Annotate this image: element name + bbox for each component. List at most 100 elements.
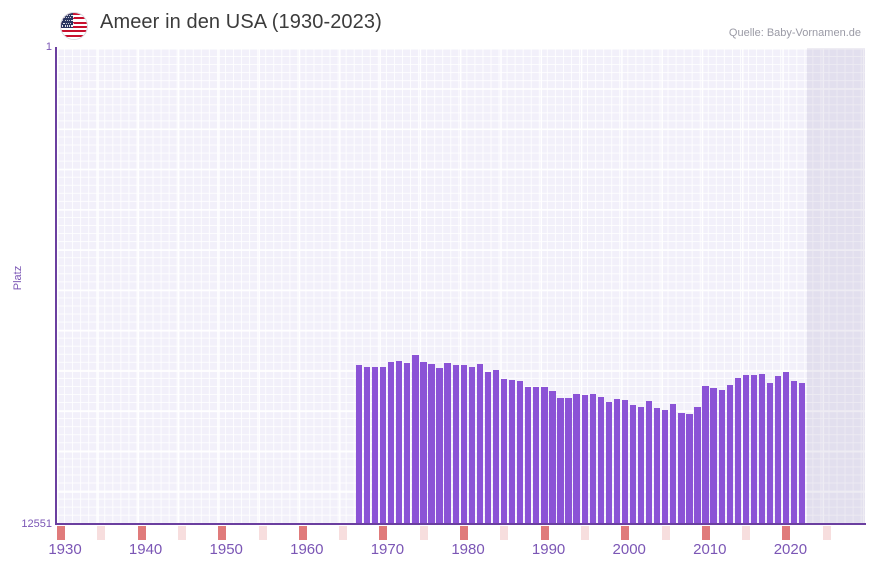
bar[interactable] — [734, 378, 741, 524]
flag-stripes — [61, 13, 87, 39]
x-axis-tick — [460, 526, 468, 540]
y-axis-line — [55, 47, 57, 525]
bar[interactable] — [791, 381, 798, 524]
bar[interactable] — [799, 383, 806, 524]
bar[interactable] — [758, 373, 766, 524]
x-axis-tick — [339, 526, 348, 540]
bar[interactable] — [581, 395, 588, 524]
bar[interactable] — [508, 379, 516, 524]
bar[interactable] — [492, 370, 500, 524]
x-axis-tick-label: 1980 — [451, 541, 485, 558]
bar[interactable] — [573, 394, 580, 524]
x-axis-tick — [218, 526, 227, 540]
x-axis-tick-label: 1960 — [290, 541, 324, 558]
flag-canton — [61, 13, 74, 28]
y-axis-title: Platz — [12, 265, 24, 291]
x-axis-tick — [379, 526, 388, 540]
x-axis-tick — [177, 526, 186, 540]
bar[interactable] — [452, 365, 459, 524]
x-axis-tick — [701, 526, 710, 540]
bar[interactable] — [428, 363, 435, 524]
x-axis-tick — [97, 526, 106, 540]
bar[interactable] — [557, 398, 564, 524]
bar[interactable] — [500, 378, 508, 524]
bar[interactable] — [774, 376, 782, 524]
x-axis-tick-label: 1950 — [209, 541, 243, 558]
bar[interactable] — [742, 374, 749, 524]
x-axis-tick — [580, 526, 589, 540]
bar[interactable] — [404, 363, 411, 524]
x-axis-tick — [742, 526, 751, 540]
bar[interactable] — [629, 404, 637, 524]
x-axis-tick-label: 1970 — [370, 541, 405, 558]
bar[interactable] — [412, 355, 419, 524]
x-axis-tick — [137, 526, 146, 540]
source-attribution: Quelle: Baby-Vornamen.de — [728, 27, 861, 39]
bar[interactable] — [388, 362, 395, 524]
plot-area — [56, 48, 865, 524]
x-axis-tick-label: 1930 — [48, 541, 82, 558]
x-axis-tick — [258, 526, 267, 540]
bar[interactable] — [662, 410, 669, 524]
x-axis-tick — [57, 526, 65, 540]
bar[interactable] — [517, 381, 524, 524]
bar[interactable] — [694, 406, 701, 524]
x-axis-tick-label: 1990 — [531, 541, 566, 558]
y-axis-tick-top: 1 — [45, 41, 52, 53]
bar[interactable] — [420, 361, 427, 524]
bar[interactable] — [549, 391, 556, 524]
x-axis-tick — [500, 526, 509, 540]
bar[interactable] — [613, 399, 621, 524]
bar[interactable] — [605, 402, 612, 524]
bar[interactable] — [460, 364, 467, 524]
bar[interactable] — [476, 363, 484, 524]
bar[interactable] — [726, 384, 733, 524]
page-title: Ameer in den USA (1930-2023) — [100, 11, 382, 33]
x-axis-tick-label: 1940 — [128, 541, 163, 558]
bar[interactable] — [525, 386, 532, 524]
x-axis-line — [55, 523, 866, 525]
bar[interactable] — [468, 366, 475, 524]
x-axis-tick-label: 2000 — [612, 541, 646, 558]
bar[interactable] — [355, 365, 363, 524]
x-axis-tick — [621, 526, 630, 540]
bar[interactable] — [670, 403, 677, 524]
y-axis-tick-bottom: 12551 — [21, 518, 52, 530]
bar[interactable] — [783, 372, 790, 524]
bar[interactable] — [597, 396, 604, 524]
bar-series — [56, 48, 865, 524]
bar[interactable] — [484, 372, 492, 524]
bar[interactable] — [637, 406, 645, 524]
bar[interactable] — [371, 367, 379, 524]
bar[interactable] — [710, 387, 717, 524]
bar[interactable] — [541, 387, 548, 524]
bar[interactable] — [678, 412, 685, 524]
x-axis-tick — [661, 526, 670, 540]
bar[interactable] — [750, 374, 758, 524]
x-axis-tick-label: 2010 — [693, 541, 727, 558]
us-flag-icon — [60, 12, 88, 40]
bar[interactable] — [686, 414, 693, 524]
bar[interactable] — [621, 400, 629, 524]
x-axis-tick-label: 2020 — [773, 541, 808, 558]
bar[interactable] — [363, 366, 371, 524]
bar[interactable] — [702, 385, 709, 524]
bar[interactable] — [396, 361, 403, 524]
bar[interactable] — [645, 401, 653, 524]
x-axis-tick — [822, 526, 831, 540]
x-axis-tick — [298, 526, 307, 540]
x-axis-tick — [540, 526, 549, 540]
chart-header: Ameer in den USA (1930-2023) Quelle: Bab… — [0, 0, 873, 48]
bar[interactable] — [565, 398, 572, 524]
bar[interactable] — [533, 387, 540, 524]
bar[interactable] — [766, 382, 774, 524]
x-axis-tick — [782, 526, 791, 540]
bar[interactable] — [380, 366, 387, 524]
bar[interactable] — [589, 393, 596, 524]
bar[interactable] — [718, 390, 725, 524]
x-axis-tick — [419, 526, 428, 540]
bar[interactable] — [436, 368, 443, 524]
bar[interactable] — [444, 362, 451, 524]
bar[interactable] — [654, 407, 661, 524]
